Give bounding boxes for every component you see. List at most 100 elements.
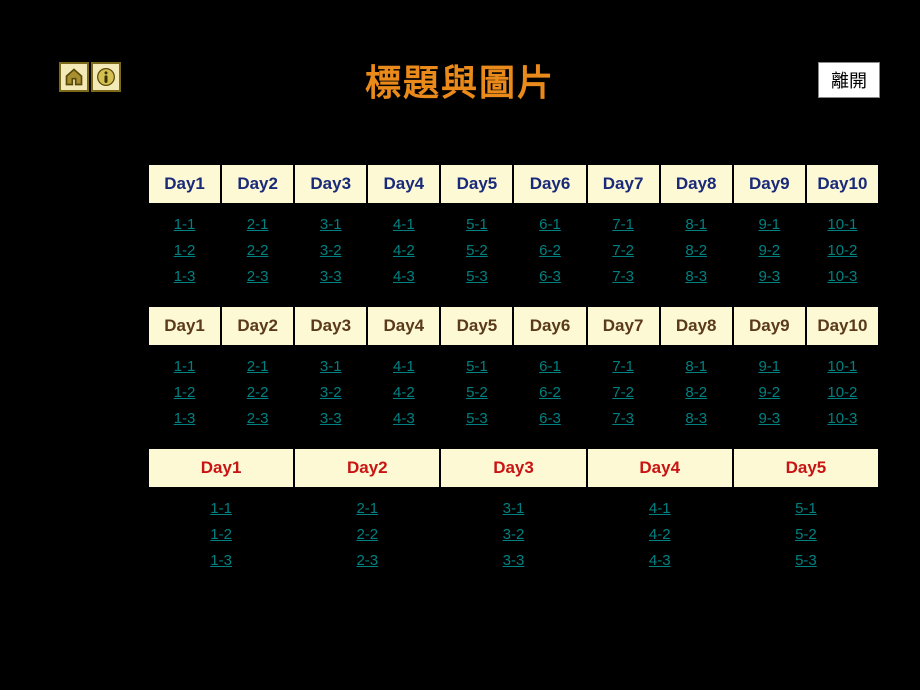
- day-link[interactable]: 5-3: [795, 552, 817, 569]
- day-link[interactable]: 4-3: [649, 552, 671, 569]
- day-link[interactable]: 5-1: [466, 216, 488, 233]
- header-cell: Day6: [513, 306, 586, 346]
- link-row: 1-3 2-3 3-3 4-3 5-3 6-3 7-3 8-3 9-3 10-3: [148, 264, 879, 290]
- link-cell: 7-1: [587, 354, 660, 380]
- day-link[interactable]: 5-2: [466, 384, 488, 401]
- header-cell: Day9: [733, 164, 806, 204]
- day-link[interactable]: 3-2: [320, 242, 342, 259]
- day-link[interactable]: 2-1: [247, 216, 269, 233]
- day-link[interactable]: 8-1: [685, 358, 707, 375]
- day-link[interactable]: 1-3: [174, 268, 196, 285]
- day-link[interactable]: 9-1: [758, 358, 780, 375]
- day-link[interactable]: 2-1: [356, 500, 378, 517]
- day-link[interactable]: 7-3: [612, 410, 634, 427]
- link-cell: 1-3: [148, 264, 221, 290]
- day-link[interactable]: 1-2: [174, 384, 196, 401]
- day-link[interactable]: 8-3: [685, 268, 707, 285]
- day-link[interactable]: 1-2: [210, 526, 232, 543]
- day-link[interactable]: 3-3: [503, 552, 525, 569]
- exit-button[interactable]: 離開: [818, 62, 880, 98]
- day-link[interactable]: 4-3: [393, 410, 415, 427]
- day-link[interactable]: 5-2: [795, 526, 817, 543]
- header-cell: Day10: [806, 164, 879, 204]
- day-link[interactable]: 6-1: [539, 358, 561, 375]
- day-link[interactable]: 9-3: [758, 268, 780, 285]
- link-cell: 6-1: [513, 212, 586, 238]
- day-link[interactable]: 4-3: [393, 268, 415, 285]
- info-icon[interactable]: [91, 62, 121, 92]
- day-link[interactable]: 3-3: [320, 268, 342, 285]
- day-link[interactable]: 1-3: [174, 410, 196, 427]
- day-link[interactable]: 7-1: [612, 358, 634, 375]
- day-link[interactable]: 1-1: [174, 216, 196, 233]
- day-link[interactable]: 5-3: [466, 410, 488, 427]
- day-link[interactable]: 3-1: [503, 500, 525, 517]
- day-link[interactable]: 9-2: [758, 384, 780, 401]
- link-cell: 4-3: [367, 406, 440, 432]
- day-link[interactable]: 4-1: [393, 358, 415, 375]
- day-link[interactable]: 2-3: [247, 410, 269, 427]
- link-row: 1-3 2-3 3-3 4-3 5-3 6-3 7-3 8-3 9-3 10-3: [148, 406, 879, 432]
- day-link[interactable]: 4-2: [649, 526, 671, 543]
- day-link[interactable]: 2-1: [247, 358, 269, 375]
- home-icon[interactable]: [59, 62, 89, 92]
- day-link[interactable]: 6-2: [539, 384, 561, 401]
- day-link[interactable]: 8-3: [685, 410, 707, 427]
- day-link[interactable]: 2-2: [247, 384, 269, 401]
- day-link[interactable]: 5-3: [466, 268, 488, 285]
- day-link[interactable]: 3-1: [320, 358, 342, 375]
- day-link[interactable]: 1-2: [174, 242, 196, 259]
- day-link[interactable]: 2-3: [247, 268, 269, 285]
- day-link[interactable]: 2-2: [356, 526, 378, 543]
- day-link[interactable]: 7-2: [612, 384, 634, 401]
- link-cell: 1-3: [148, 548, 294, 574]
- day-link[interactable]: 2-3: [356, 552, 378, 569]
- day-link[interactable]: 3-2: [503, 526, 525, 543]
- day-link[interactable]: 4-1: [649, 500, 671, 517]
- link-cell: 8-2: [660, 238, 733, 264]
- day-link[interactable]: 8-2: [685, 242, 707, 259]
- header-cell: Day8: [660, 306, 733, 346]
- day-link[interactable]: 1-1: [210, 500, 232, 517]
- day-link[interactable]: 10-2: [827, 242, 857, 259]
- day-link[interactable]: 3-2: [320, 384, 342, 401]
- link-cell: 5-3: [733, 548, 879, 574]
- day-link[interactable]: 7-2: [612, 242, 634, 259]
- day-link[interactable]: 10-3: [827, 410, 857, 427]
- day-link[interactable]: 5-1: [795, 500, 817, 517]
- day-link[interactable]: 1-1: [174, 358, 196, 375]
- day-link[interactable]: 7-1: [612, 216, 634, 233]
- link-cell: 3-2: [440, 522, 586, 548]
- header-cell: Day4: [367, 164, 440, 204]
- link-cell: 5-1: [440, 354, 513, 380]
- link-cell: 3-3: [440, 548, 586, 574]
- day-link[interactable]: 9-2: [758, 242, 780, 259]
- link-cell: 2-3: [294, 548, 440, 574]
- day-link[interactable]: 10-3: [827, 268, 857, 285]
- day-link[interactable]: 5-1: [466, 358, 488, 375]
- day-link[interactable]: 6-3: [539, 410, 561, 427]
- day-link[interactable]: 7-3: [612, 268, 634, 285]
- day-link[interactable]: 8-1: [685, 216, 707, 233]
- day-link[interactable]: 10-1: [827, 358, 857, 375]
- day-link[interactable]: 2-2: [247, 242, 269, 259]
- day-link[interactable]: 8-2: [685, 384, 707, 401]
- day-link[interactable]: 10-2: [827, 384, 857, 401]
- day-link[interactable]: 4-2: [393, 384, 415, 401]
- day-link[interactable]: 4-2: [393, 242, 415, 259]
- day-link[interactable]: 10-1: [827, 216, 857, 233]
- day-link[interactable]: 6-1: [539, 216, 561, 233]
- day-link[interactable]: 1-3: [210, 552, 232, 569]
- header-cell: Day1: [148, 164, 221, 204]
- day-link[interactable]: 4-1: [393, 216, 415, 233]
- day-link[interactable]: 6-2: [539, 242, 561, 259]
- day-link[interactable]: 5-2: [466, 242, 488, 259]
- day-link[interactable]: 9-1: [758, 216, 780, 233]
- day-link[interactable]: 9-3: [758, 410, 780, 427]
- day-link[interactable]: 3-3: [320, 410, 342, 427]
- link-cell: 4-2: [587, 522, 733, 548]
- day-link[interactable]: 6-3: [539, 268, 561, 285]
- link-row: 1-2 2-2 3-2 4-2 5-2 6-2 7-2 8-2 9-2 10-2: [148, 380, 879, 406]
- header-cell: Day10: [806, 306, 879, 346]
- day-link[interactable]: 3-1: [320, 216, 342, 233]
